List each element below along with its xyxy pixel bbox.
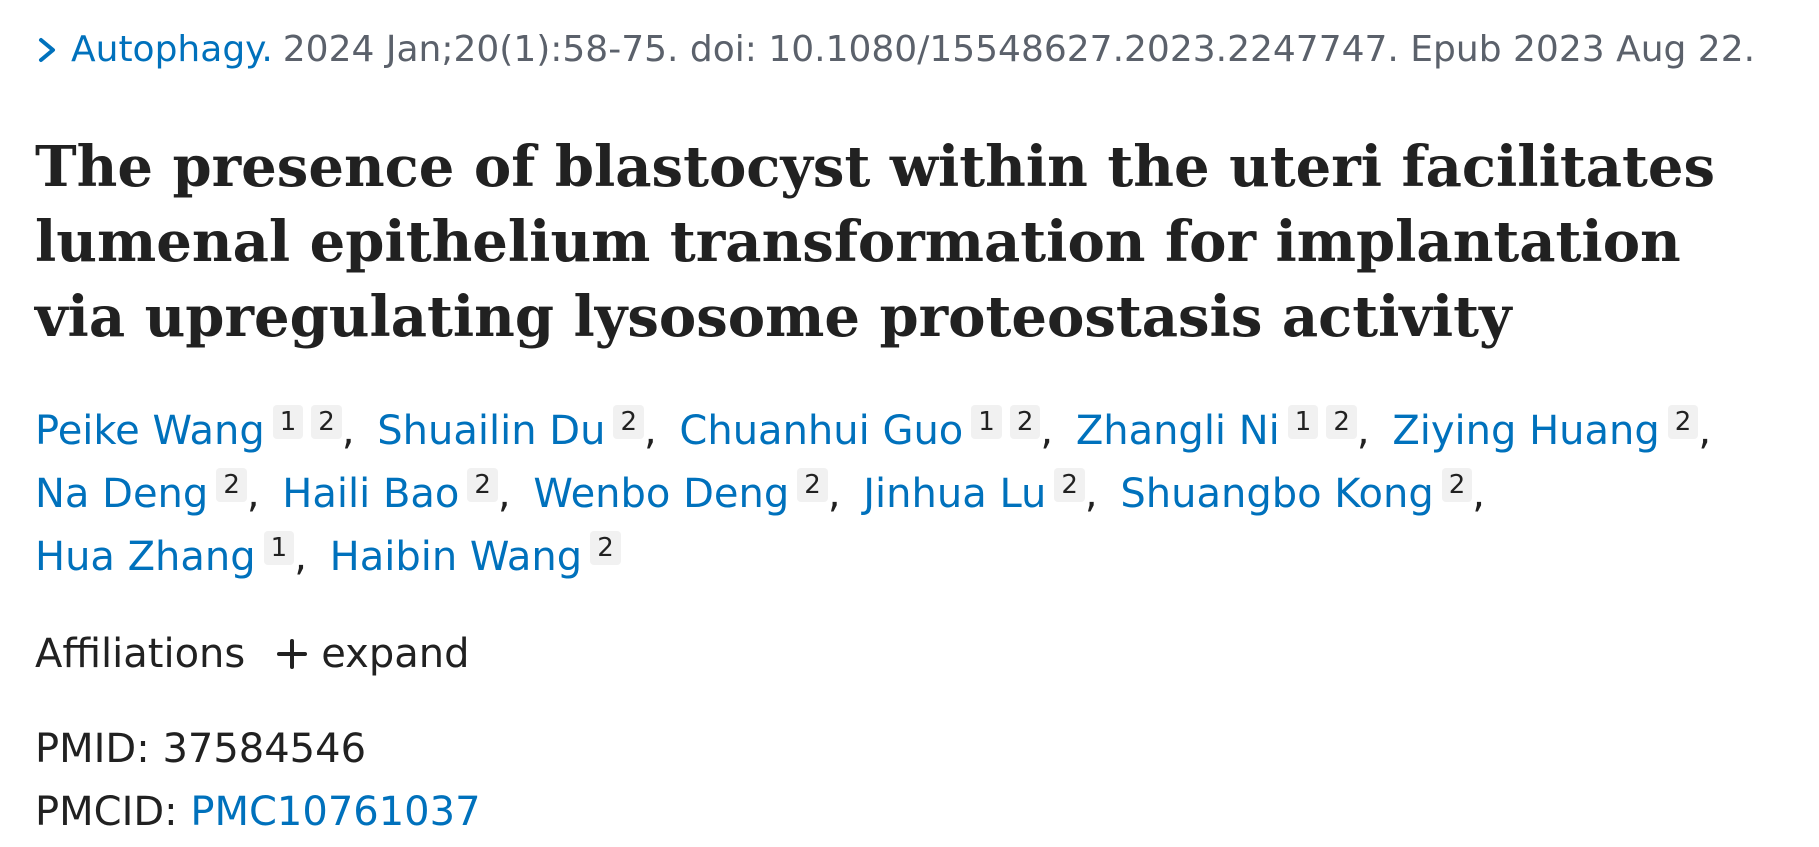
author-item: Shuailin Du 2, [377,405,666,454]
author-name-link[interactable]: Hua Zhang [35,534,256,580]
affiliation-badge[interactable]: 2 [1667,405,1699,439]
author-separator: , [341,408,355,454]
affiliation-badge[interactable]: 2 [311,405,342,439]
author-name-link[interactable]: Na Deng [35,471,209,517]
affiliation-badge[interactable]: 2 [797,468,828,502]
author-separator: , [246,471,260,517]
pmid-row: PMID: 37584546 [35,723,366,775]
author-item: Jinhua Lu 2, [863,468,1107,517]
author-name-link[interactable]: Zhangli Ni [1075,408,1280,454]
expand-label: expand [321,631,470,677]
author-separator: , [1698,408,1712,454]
author-separator: , [497,471,511,517]
author-item: Wenbo Deng 2, [533,468,850,517]
pmcid-link[interactable]: PMC10761037 [190,789,481,835]
author-item: Zhangli Ni 1 2, [1075,405,1380,454]
author-item: Na Deng 2, [35,468,270,517]
author-item: Hua Zhang 1, [35,531,317,580]
plus-icon [277,639,308,669]
author-name-link[interactable]: Haibin Wang [329,534,583,580]
affiliation-badge[interactable]: 2 [1054,468,1085,502]
citation-line: Autophagy. 2024 Jan;20(1):58-75. doi: 10… [35,24,1755,76]
chevron-right-icon[interactable] [35,32,61,68]
author-name-link[interactable]: Chuanhui Guo [679,408,964,454]
affiliations-section: Affiliations expand [35,628,469,680]
pmcid-row: PMCID: PMC10761037 [35,786,481,838]
affiliation-badge[interactable]: 1 [1287,405,1319,439]
citation-details: 2024 Jan;20(1):58-75. doi: 10.1080/15548… [282,29,1756,70]
author-name-link[interactable]: Haili Bao [282,471,460,517]
author-item: Ziying Huang 2, [1392,405,1721,454]
affiliation-badge[interactable]: 2 [1441,468,1473,502]
affiliation-badge[interactable]: 2 [216,468,247,502]
author-name-link[interactable]: Shuailin Du [377,408,606,454]
author-item: Haibin Wang 2 [329,531,621,580]
author-separator: , [643,408,657,454]
pmid-value: 37584546 [162,726,367,772]
article-title: The presence of blastocyst within the ut… [35,134,1716,350]
author-item: Peike Wang 1 2, [35,405,365,454]
affiliation-badge[interactable]: 2 [1009,405,1041,439]
affiliations-label: Affiliations [35,631,246,677]
author-name-link[interactable]: Wenbo Deng [533,471,790,517]
affiliations-expand-button[interactable]: expand [275,628,469,680]
affiliation-badge[interactable]: 1 [971,405,1002,439]
affiliation-badge[interactable]: 1 [263,531,295,565]
author-separator: , [1472,471,1486,517]
journal-link[interactable]: Autophagy. [71,29,273,70]
affiliation-badge[interactable]: 2 [590,531,621,565]
affiliation-badge[interactable]: 2 [613,405,644,439]
affiliation-badge[interactable]: 2 [1326,405,1357,439]
authors-list: Peike Wang 1 2, Shuailin Du 2, Chuanhui Guo… [35,400,1735,589]
pmid-label: PMID: [35,726,150,772]
affiliation-badge[interactable]: 2 [467,468,498,502]
author-item: Shuangbo Kong 2, [1120,468,1495,517]
author-separator: , [1356,408,1370,454]
author-name-link[interactable]: Shuangbo Kong [1120,471,1434,517]
author-name-link[interactable]: Jinhua Lu [863,471,1047,517]
author-name-link[interactable]: Ziying Huang [1392,408,1660,454]
author-separator: , [294,534,307,580]
author-item: Haili Bao 2, [282,468,520,517]
author-name-link[interactable]: Peike Wang [35,408,265,454]
author-separator: , [1084,471,1098,517]
affiliation-badge[interactable]: 1 [272,405,304,439]
author-separator: , [827,471,841,517]
pmcid-label: PMCID: [35,789,178,835]
author-item: Chuanhui Guo 1 2, [679,405,1063,454]
author-separator: , [1040,408,1054,454]
